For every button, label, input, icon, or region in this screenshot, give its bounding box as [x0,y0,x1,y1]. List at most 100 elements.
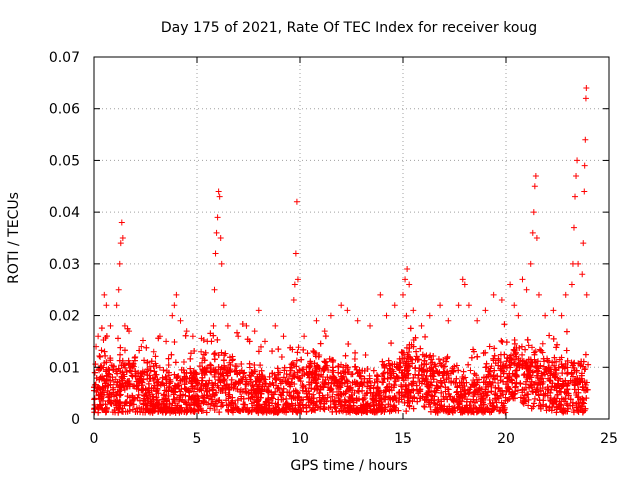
data-point [308,407,315,414]
data-point [209,396,216,403]
data-point [316,365,323,372]
data-point [350,399,357,406]
data-point [428,397,435,404]
data-point [102,401,109,408]
data-point [473,406,480,413]
data-point [440,357,447,364]
data-point [486,343,493,350]
data-point [525,396,532,403]
data-point [572,382,579,389]
data-point [444,353,451,360]
data-point [278,392,285,399]
data-point [533,372,540,379]
data-point [92,361,99,368]
data-point [300,396,307,403]
data-point [420,375,427,382]
data-point [562,398,569,405]
data-point [379,358,386,365]
data-point [518,343,525,350]
data-point [268,394,275,401]
data-point [462,374,469,381]
data-point [105,382,112,389]
data-point [294,390,301,397]
data-point [180,359,187,366]
data-point [266,373,273,380]
data-point [232,401,239,408]
data-point [522,346,529,353]
data-point [488,408,495,415]
data-point [248,391,255,398]
data-point [580,363,587,370]
data-point [401,399,408,406]
data-point [361,375,368,382]
data-point [364,366,371,373]
data-point [257,343,264,350]
data-point [147,367,154,374]
data-point [531,400,538,407]
data-point [150,378,157,385]
data-point [203,368,210,375]
data-point [415,356,422,363]
data-point [388,340,395,347]
data-point [198,370,205,377]
data-point [155,401,162,408]
data-point [536,346,543,353]
data-point [550,335,557,342]
data-point [214,336,221,343]
data-point [520,372,527,379]
data-point [278,353,285,360]
data-point [240,401,247,408]
data-point [136,347,143,354]
data-point [142,405,149,412]
data-point [392,407,399,414]
data-point [128,372,135,379]
grid [94,57,609,419]
data-point [98,325,105,332]
data-point [515,387,521,394]
data-point [168,351,175,358]
data-point [519,351,526,358]
data-point [225,395,232,402]
data-point [512,373,519,380]
data-point [174,374,181,381]
data-point [413,348,420,355]
data-point [487,365,494,372]
data-point [196,363,203,370]
data-point [490,402,497,409]
data-point [135,391,142,398]
data-point [317,340,324,347]
data-point [98,347,105,354]
data-point [511,340,518,347]
data-point [491,352,498,359]
data-point [465,361,472,368]
data-point [344,378,351,385]
data-point [352,349,359,356]
data-point [428,364,435,371]
data-point [247,376,254,383]
data-point [148,358,155,365]
data-point [470,348,477,355]
data-point [492,384,499,391]
data-point [304,350,311,357]
data-point [525,342,532,349]
data-point [212,368,219,375]
data-point [379,379,386,386]
data-point [403,312,410,319]
data-point [227,361,234,368]
data-point [234,397,241,404]
data-point [120,408,127,415]
data-point [342,352,349,359]
data-point [216,409,223,416]
data-point [115,335,122,342]
data-point [564,364,571,371]
data-point [121,347,128,354]
data-point [148,385,155,392]
data-point [483,360,490,367]
data-point [193,379,200,386]
data-point [269,395,276,402]
data-point [386,407,393,414]
data-point [535,358,542,365]
data-point [197,386,204,393]
data-point [156,364,163,371]
data-point [208,362,215,369]
